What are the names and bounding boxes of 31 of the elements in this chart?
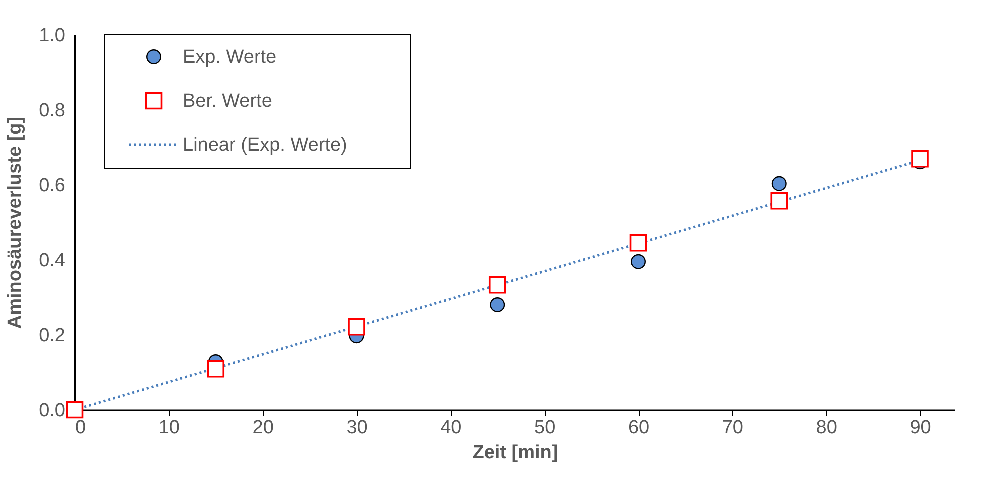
y-tick-label: 0.8 [39, 100, 66, 122]
y-tick-label: 0.4 [39, 250, 66, 272]
x-tick-label: 60 [628, 418, 650, 438]
point [912, 150, 929, 168]
point [348, 318, 366, 336]
point [207, 360, 225, 378]
point [631, 254, 646, 270]
point [770, 192, 788, 210]
x-tick-label: 90 [910, 418, 932, 438]
y-tick-label: 0.6 [39, 176, 66, 196]
x-tick-label: 40 [440, 418, 462, 438]
point [488, 276, 506, 294]
x-tick-label: 0 [76, 418, 86, 438]
y-tick-label: 1.0 [39, 26, 66, 46]
point [66, 401, 84, 419]
x-tick-label: 50 [534, 418, 556, 438]
x-tick-label: 70 [722, 418, 744, 438]
x-tick-label: 20 [252, 418, 274, 438]
point [490, 298, 506, 312]
legend-label: Exp. Werte [183, 47, 277, 68]
y-tick-label: 0.0 [39, 400, 66, 422]
point [630, 234, 648, 252]
y-tick-label: 0.2 [39, 326, 66, 346]
x-tick-label: 30 [346, 418, 368, 438]
x-tick-label: 80 [816, 418, 838, 438]
x-axis-title: Zeit [min] [472, 442, 558, 464]
x-tick-label: 10 [158, 418, 180, 438]
legend-label: Ber. Werte [183, 91, 272, 112]
legend-label: Linear (Exp. Werte) [183, 135, 348, 156]
point [772, 176, 787, 192]
y-axis-title: Aminosäureverluste [g] [5, 116, 26, 330]
